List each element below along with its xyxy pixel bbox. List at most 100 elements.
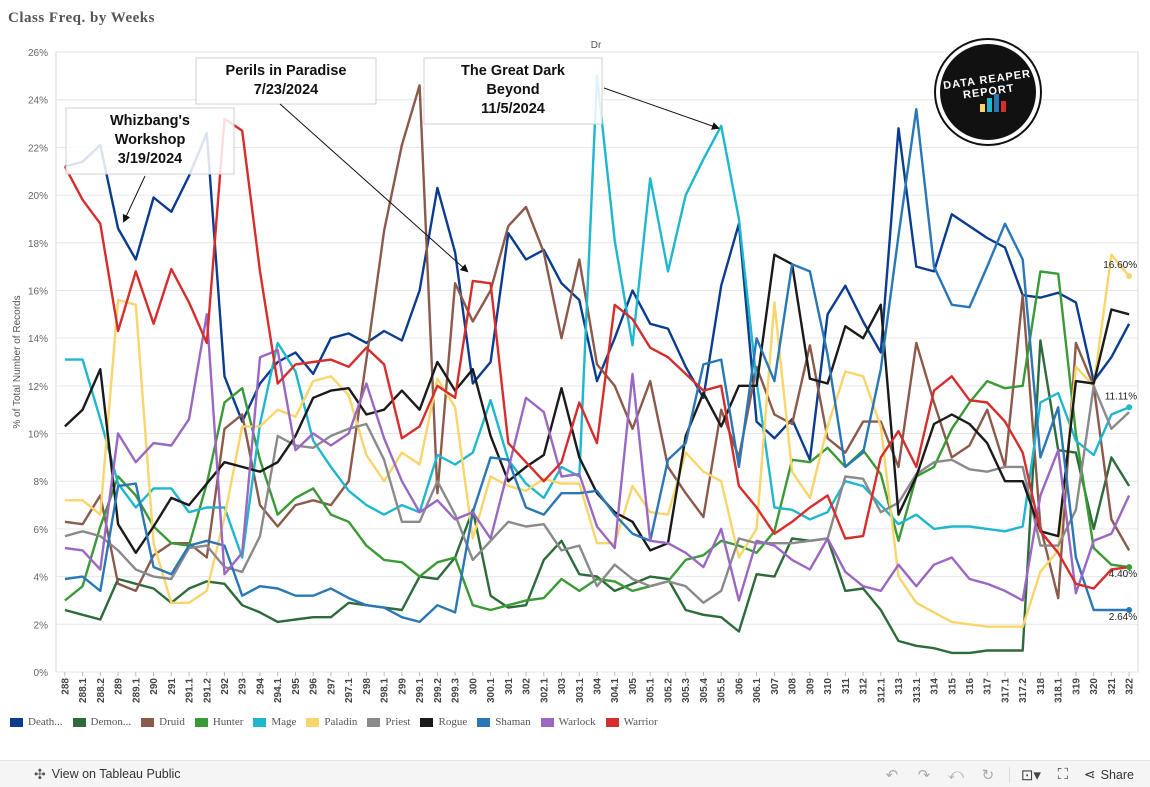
end-point <box>1126 273 1133 280</box>
legend-swatch <box>605 717 619 727</box>
legend-swatch <box>253 717 267 727</box>
y-tick-label: 26% <box>28 48 48 59</box>
x-tick-label: 290 <box>149 678 160 695</box>
x-tick-label: 308 <box>788 678 799 695</box>
legend-item[interactable]: Rogue <box>420 716 467 728</box>
legend-item[interactable]: Mage <box>253 716 296 728</box>
x-tick-label: 312 <box>859 678 870 695</box>
download-icon[interactable]: ⊡▾ <box>1020 766 1041 784</box>
redo-icon[interactable]: ↷ <box>917 766 931 784</box>
annotation-text: The Great Dark <box>461 63 566 79</box>
annotation-box <box>195 57 377 105</box>
series-line-death <box>64 127 1131 461</box>
x-tick-label: 301 <box>504 678 515 695</box>
x-tick-label: 306 <box>734 678 745 695</box>
x-tick-label: 305.2 <box>663 678 674 703</box>
x-tick-label: 297 <box>326 678 337 695</box>
x-tick-label: 317 <box>983 678 994 695</box>
annotation-text: Workshop <box>115 132 186 148</box>
legend-label: Paladin <box>324 716 358 728</box>
x-tick-label: 317.2 <box>1018 678 1029 703</box>
y-tick-label: 0% <box>34 668 49 679</box>
legend-label: Warrior <box>623 716 658 728</box>
x-tick-label: 304.1 <box>610 678 621 703</box>
line-chart: Dr 0% 2% 4% 6% 8% 10% 12% 14% 16% 18% 20% 22% 24% 26%%… <box>12 38 1139 703</box>
x-tick-label: 303 <box>557 678 568 695</box>
x-tick-label: 318 <box>1036 678 1047 695</box>
legend-item[interactable]: Shaman <box>477 716 531 728</box>
share-button[interactable]: ⋖ Share <box>1084 766 1134 783</box>
y-tick-label: 12% <box>28 382 48 393</box>
legend-label: Rogue <box>438 716 468 728</box>
x-tick-label: 304 <box>593 678 604 695</box>
end-point <box>1126 564 1133 571</box>
y-tick-label: 2% <box>34 620 49 631</box>
refresh-icon[interactable]: ↻ <box>981 766 995 784</box>
annotation-text: Whizbang's <box>110 113 190 129</box>
x-tick-label: 296 <box>309 678 320 695</box>
annotation-arrow <box>279 103 469 273</box>
x-tick-label: 310 <box>823 678 834 695</box>
legend-label: Warlock <box>558 716 596 728</box>
annotation-arrow <box>122 175 146 223</box>
y-tick-label: 8% <box>34 477 49 488</box>
y-tick-label: 20% <box>28 191 48 202</box>
tableau-logo-icon: ✣ <box>34 765 46 782</box>
x-tick-label: 294 <box>255 678 266 695</box>
x-tick-label: 291.2 <box>202 678 213 703</box>
top-header-label: Dr <box>591 40 602 51</box>
end-value-label: 2.64% <box>1109 612 1137 623</box>
x-tick-label: 305.4 <box>699 678 710 703</box>
legend-swatch <box>194 717 208 727</box>
series-line-rogue <box>64 253 1130 554</box>
legend-item[interactable]: Death... <box>10 716 63 728</box>
x-tick-label: 316 <box>965 678 976 695</box>
legend-item[interactable]: Demon... <box>72 716 132 728</box>
legend-item[interactable]: Warlock <box>540 716 596 728</box>
series-line-priest <box>64 384 1130 604</box>
x-tick-label: 305.5 <box>717 678 728 703</box>
undo-icon[interactable]: ↶ <box>885 766 899 784</box>
legend-item[interactable]: Paladin <box>306 716 357 728</box>
x-tick-label: 302.1 <box>539 678 550 703</box>
series-line-warlock <box>64 313 1131 602</box>
x-tick-label: 305 <box>628 678 639 695</box>
chart-title: Class Freq. by Weeks <box>8 10 155 26</box>
end-point <box>1126 404 1133 411</box>
legend-label: Death... <box>28 716 63 728</box>
x-tick-label: 312.1 <box>876 678 887 703</box>
series-line-warrior <box>63 117 1130 590</box>
x-tick-label: 315 <box>947 678 958 695</box>
x-tick-label: 293 <box>238 678 249 695</box>
legend-swatch <box>306 717 320 727</box>
x-tick-label: 295 <box>291 678 302 695</box>
series-line-paladin <box>64 253 1131 628</box>
fullscreen-icon[interactable]: ⛶ <box>1057 766 1069 783</box>
x-tick-label: 288 <box>60 678 71 695</box>
top-header-band <box>56 38 1138 52</box>
legend-swatch <box>477 717 491 727</box>
legend-item[interactable]: Priest <box>367 716 410 728</box>
revert-icon[interactable]: ⤺ <box>947 766 964 783</box>
x-tick-label: 288.2 <box>96 678 107 703</box>
view-on-tableau-label: View on Tableau Public <box>51 767 181 781</box>
y-tick-label: 6% <box>34 525 49 536</box>
x-tick-label: 321 <box>1107 678 1118 695</box>
legend-label: Demon... <box>90 716 132 728</box>
legend-item[interactable]: Warrior <box>605 716 658 728</box>
share-icon: ⋖ <box>1083 766 1096 782</box>
x-tick-label: 313.1 <box>912 678 923 703</box>
toolbar-divider <box>1008 766 1010 783</box>
x-tick-label: 299.2 <box>433 678 444 703</box>
legend-item[interactable]: Druid <box>141 716 185 728</box>
x-tick-label: 313 <box>894 678 905 695</box>
x-tick-label: 297.1 <box>344 678 355 703</box>
legend-item[interactable]: Hunter <box>194 716 243 728</box>
x-tick-label: 322 <box>1125 678 1136 695</box>
legend-swatch <box>72 717 86 727</box>
view-on-tableau-link[interactable]: ✣ View on Tableau Public <box>34 766 181 783</box>
x-tick-label: 294.1 <box>273 678 284 703</box>
x-tick-label: 289.1 <box>131 678 142 703</box>
x-tick-label: 299.1 <box>415 678 426 703</box>
end-value-label: 11.11% <box>1105 391 1138 402</box>
